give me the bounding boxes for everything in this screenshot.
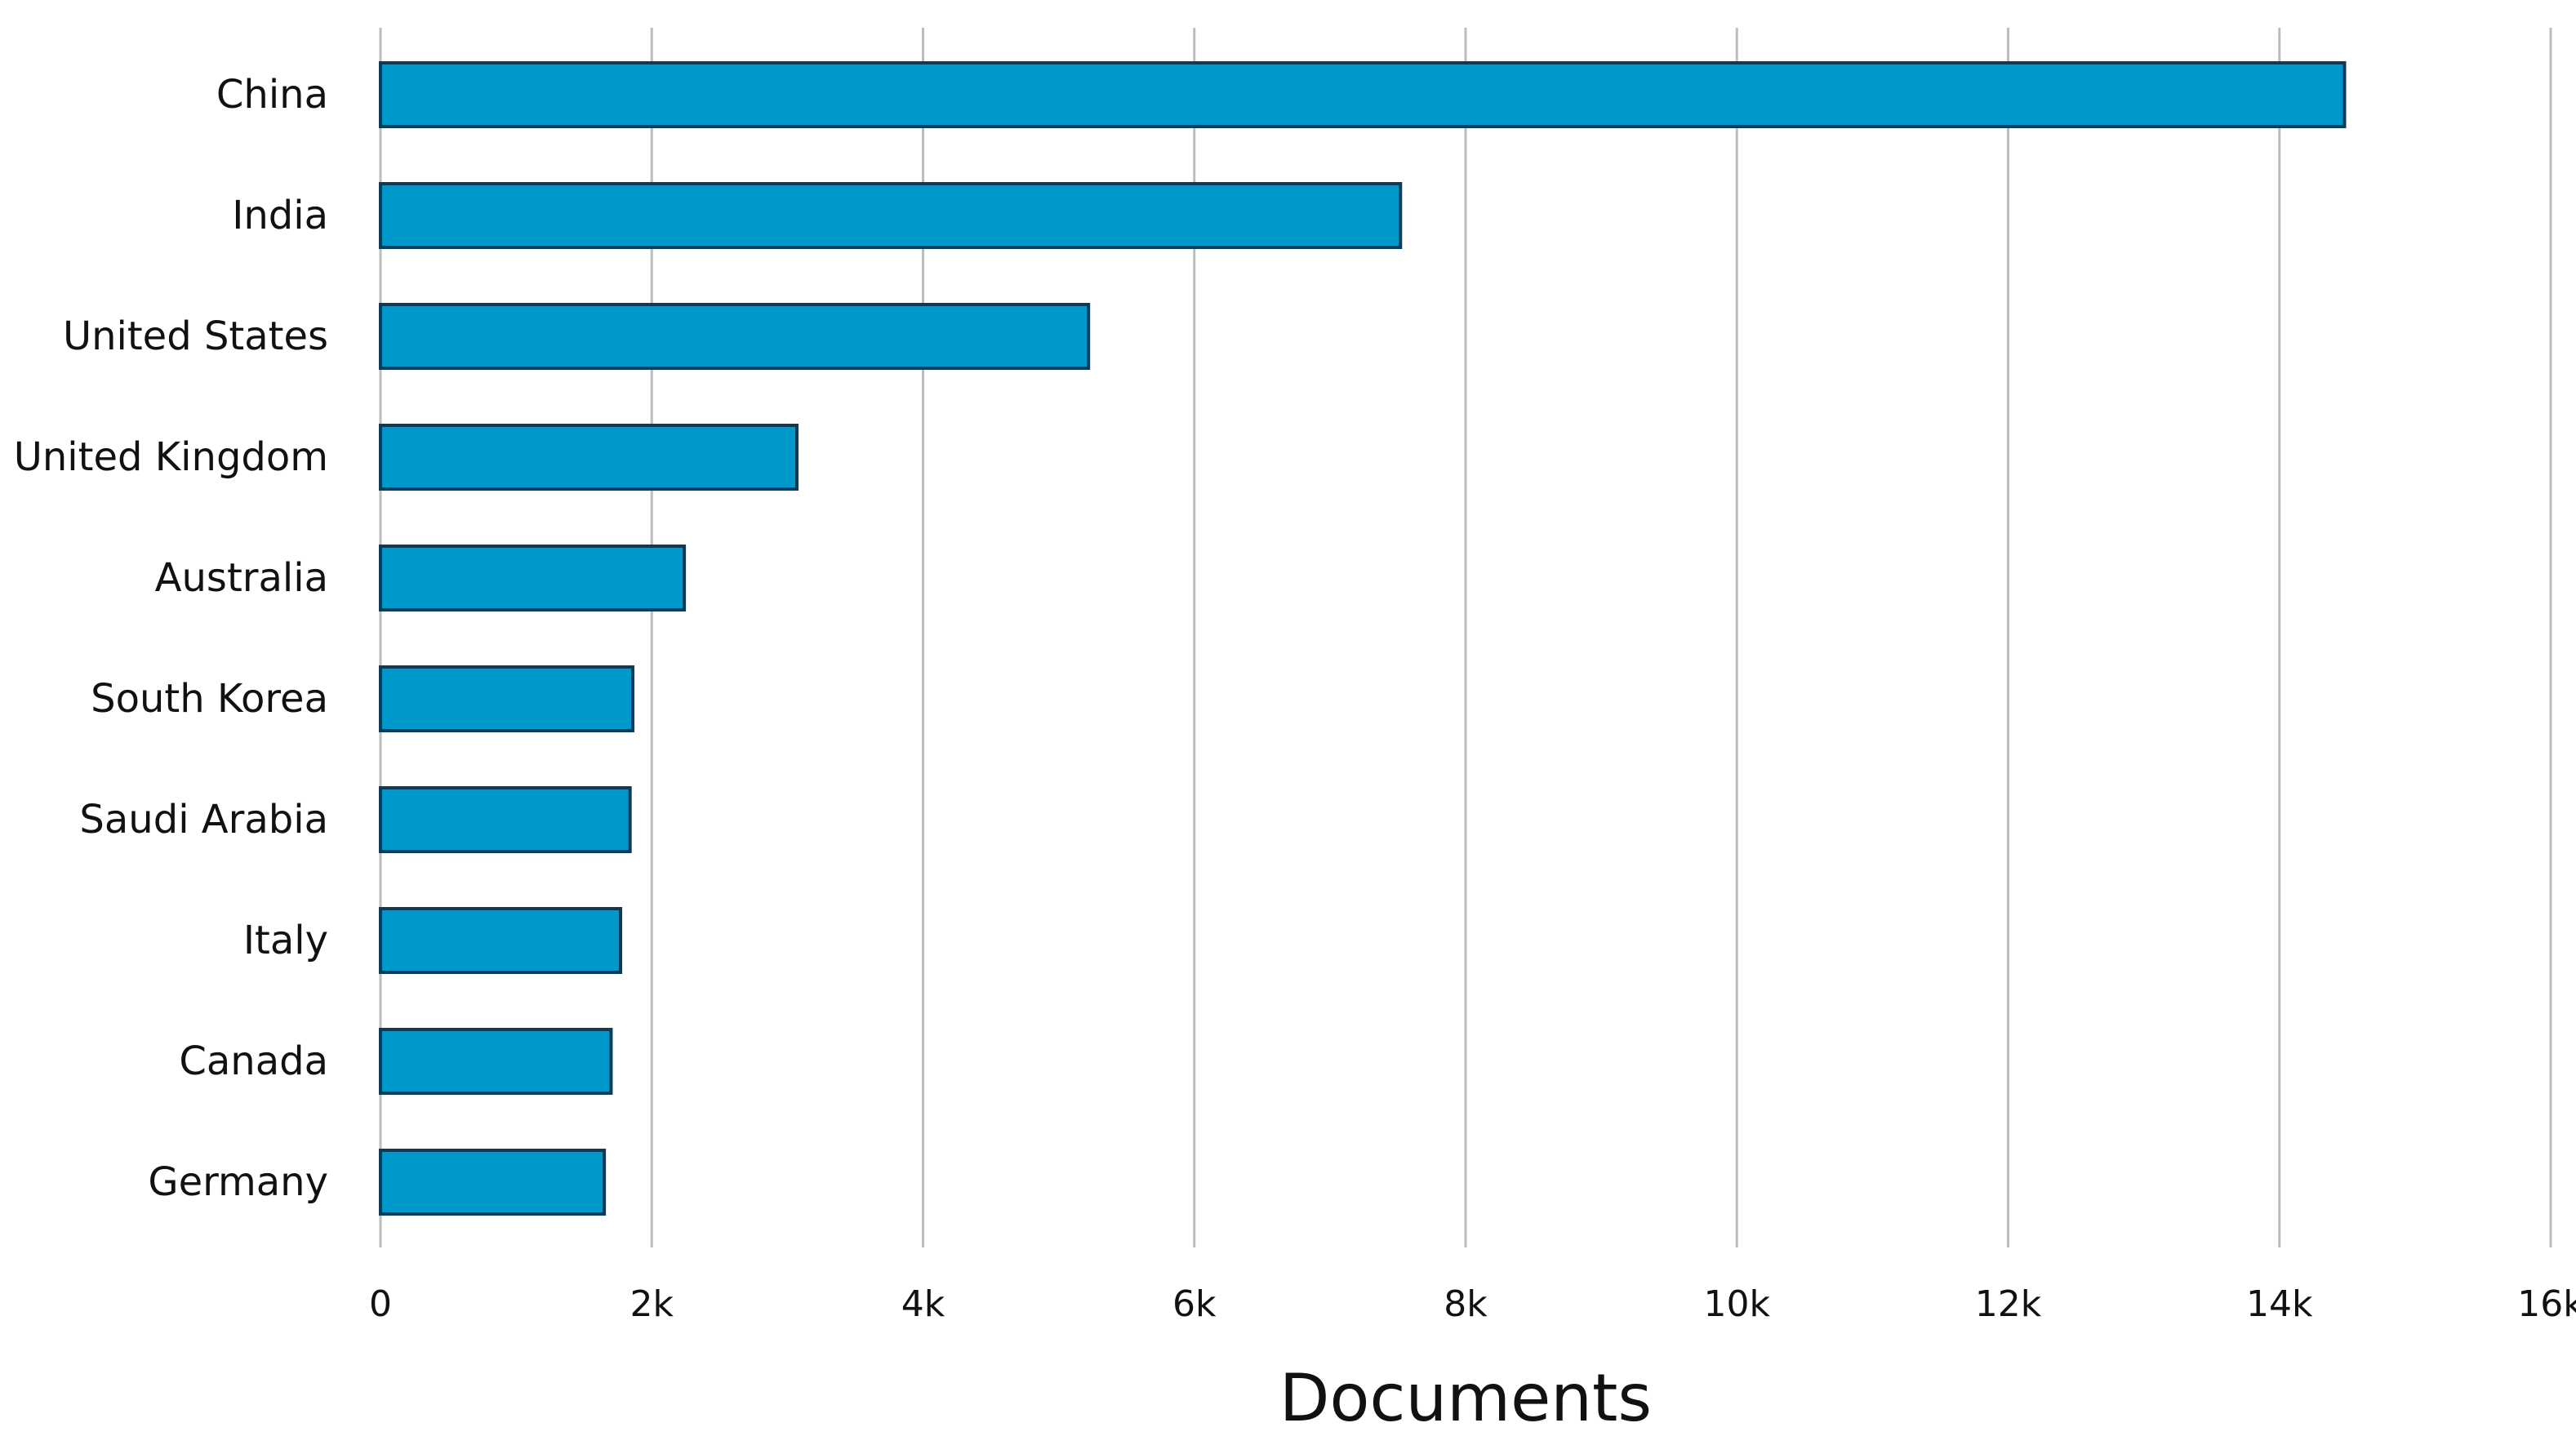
bar-china [379, 61, 2347, 128]
x-axis-title: Documents [1279, 1360, 1652, 1436]
category-label-saudi-arabia: Saudi Arabia [79, 797, 328, 843]
x-tick-label-2k: 2k [630, 1283, 674, 1325]
category-label-australia: Australia [155, 555, 328, 601]
x-tick-label-14k: 14k [2246, 1283, 2313, 1325]
bar-united-kingdom [379, 424, 799, 491]
category-label-china: China [216, 72, 328, 118]
category-label-united-kingdom: United Kingdom [14, 434, 328, 480]
bar-australia [379, 545, 687, 611]
x-tick-label-4k: 4k [901, 1283, 945, 1325]
x-tick-label-12k: 12k [1975, 1283, 2042, 1325]
bar-saudi-arabia [379, 786, 632, 853]
bar-south-korea [379, 665, 634, 732]
category-label-italy: Italy [243, 918, 328, 963]
category-label-south-korea: South Korea [91, 676, 328, 722]
x-tick-label-6k: 6k [1172, 1283, 1217, 1325]
bar-united-states [379, 303, 1091, 370]
x-tick-label-0: 0 [369, 1283, 392, 1325]
bars [379, 61, 2347, 1216]
x-tick-label-10k: 10k [1704, 1283, 1771, 1325]
bar-germany [379, 1149, 607, 1216]
category-label-canada: Canada [179, 1038, 328, 1084]
bar-canada [379, 1028, 613, 1095]
bar-india [379, 182, 1403, 249]
category-label-united-states: United States [63, 313, 328, 359]
x-tick-label-8k: 8k [1444, 1283, 1488, 1325]
x-tick-label-16k: 16k [2517, 1283, 2576, 1325]
category-label-germany: Germany [148, 1159, 328, 1205]
bar-italy [379, 907, 623, 974]
category-label-india: India [232, 193, 328, 238]
x-axis-ticks: 0 2k 4k 6k 8k 10k 12k 14k 16k [369, 1283, 2576, 1325]
category-labels: China India United States United Kingdom Aus… [14, 72, 328, 1205]
